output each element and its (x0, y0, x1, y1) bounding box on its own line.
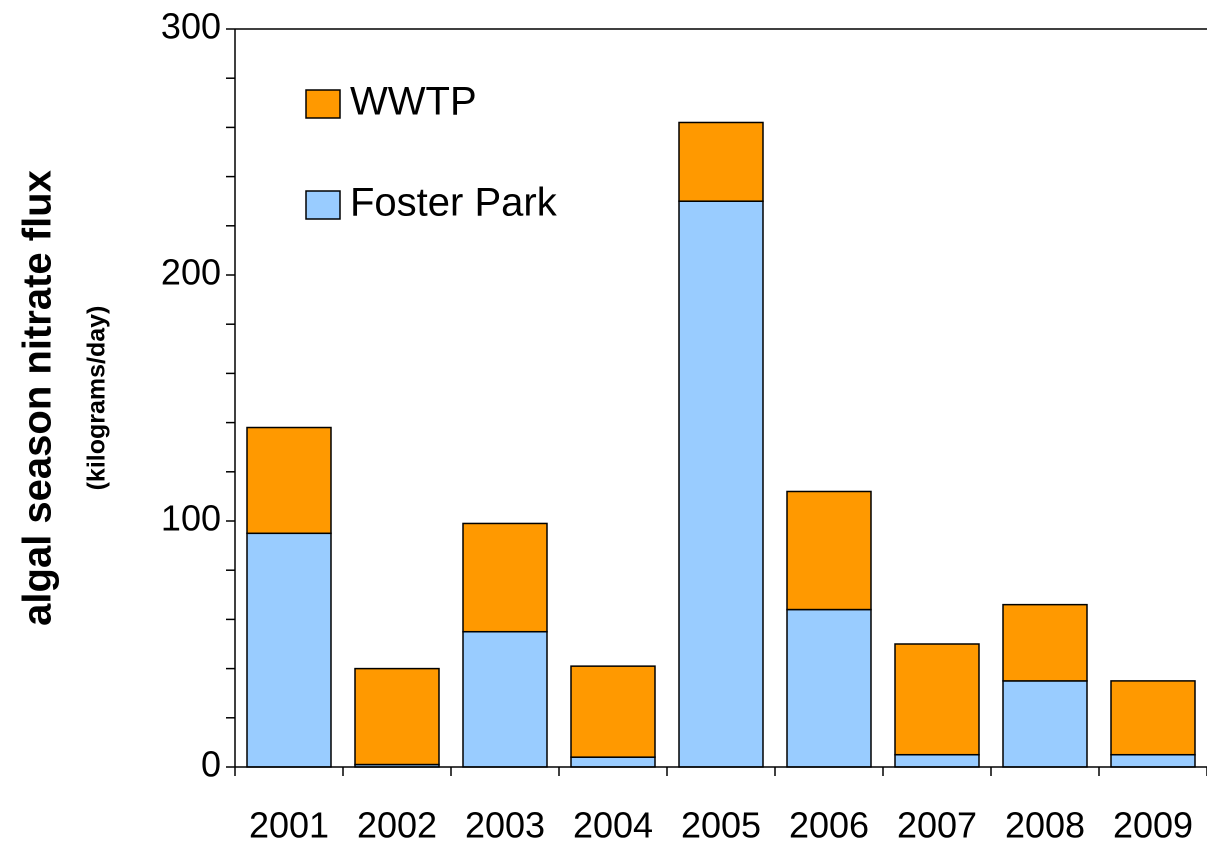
bar-segment (1110, 680, 1196, 756)
x-tick-label: 2004 (573, 805, 653, 842)
x-tick-label: 2002 (357, 805, 437, 842)
x-tick-label: 2005 (681, 805, 761, 842)
legend-swatch (305, 190, 341, 220)
bar-segment (894, 753, 980, 768)
x-tick-label: 2009 (1113, 805, 1193, 842)
x-tick-label: 2006 (789, 805, 869, 842)
y-axis-subtitle: (kilograms/day) (83, 306, 111, 491)
legend-swatch (305, 89, 341, 119)
bar-segment (462, 522, 548, 633)
bar-segment (894, 643, 980, 756)
bar-segment (786, 490, 872, 611)
bar-segment (246, 532, 332, 768)
legend-label: Foster Park (350, 181, 558, 225)
bar-segment (246, 426, 332, 535)
y-tick-label: 200 (161, 252, 221, 293)
bar-segment (1002, 603, 1088, 682)
y-tick-label: 0 (201, 744, 221, 785)
bar-segment (678, 121, 764, 202)
y-axis-title: algal season nitrate flux (16, 170, 60, 626)
bar-segment (1110, 753, 1196, 768)
bar-segment (570, 756, 656, 768)
x-tick-label: 2008 (1005, 805, 1085, 842)
bar-segment (1002, 680, 1088, 768)
y-tick-label: 100 (161, 498, 221, 539)
x-tick-label: 2001 (249, 805, 329, 842)
bar-segment (678, 200, 764, 768)
y-tick-label: 300 (161, 6, 221, 47)
bar-segment (462, 630, 548, 768)
bar-segment (786, 608, 872, 768)
x-tick-label: 2003 (465, 805, 545, 842)
bar-segment (354, 667, 440, 766)
legend-label: WWTP (350, 80, 477, 124)
x-tick-label: 2007 (897, 805, 977, 842)
bar-segment (570, 665, 656, 758)
